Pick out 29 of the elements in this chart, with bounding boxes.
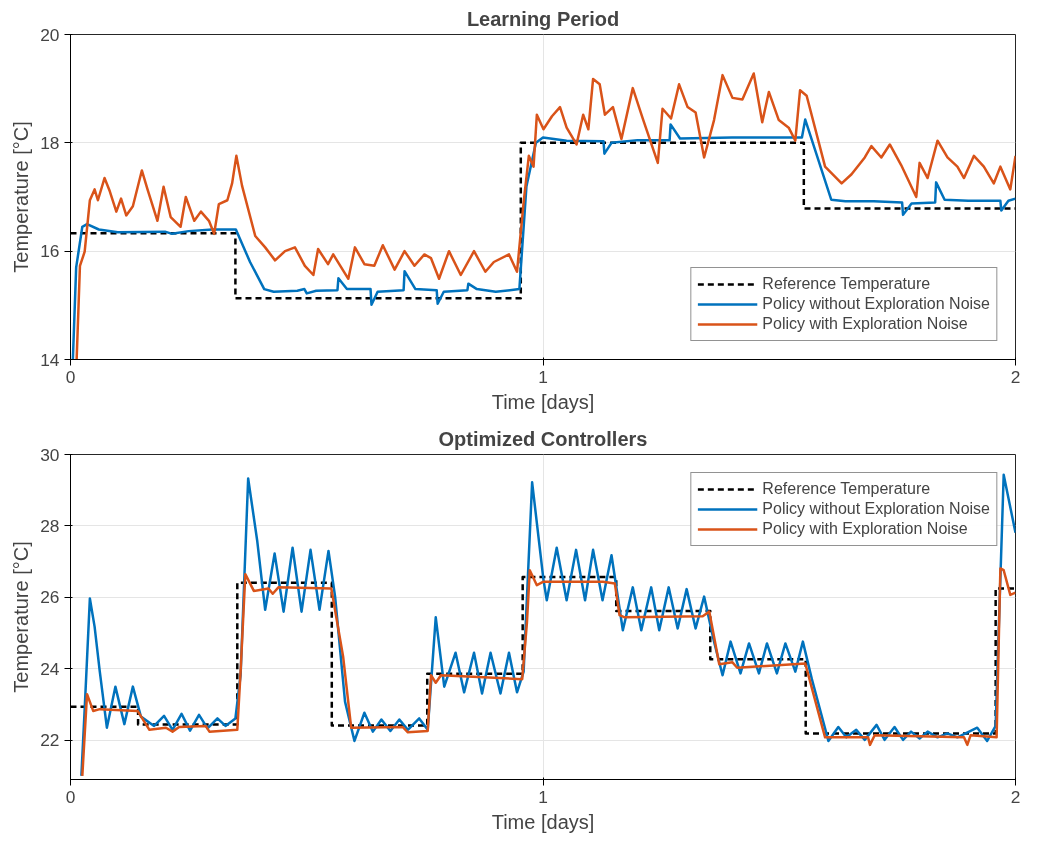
y-tick-label: 16 bbox=[40, 241, 60, 262]
y-tick-label: 14 bbox=[40, 349, 60, 370]
x-tick-label: 1 bbox=[538, 786, 548, 807]
legend-label: Reference Temperature bbox=[762, 275, 931, 293]
x-axis-title: Time [days] bbox=[491, 810, 595, 833]
chart-title: Learning Period bbox=[466, 7, 620, 30]
legend-label: Policy with Exploration Noise bbox=[762, 520, 968, 538]
x-tick-label: 0 bbox=[65, 366, 76, 387]
y-tick-label: 20 bbox=[40, 24, 60, 45]
x-axis-title: Time [days] bbox=[491, 390, 595, 413]
y-tick-label: 22 bbox=[40, 730, 60, 751]
y-axis-title: Temperature [°C] bbox=[10, 121, 33, 273]
y-tick-label: 24 bbox=[40, 658, 60, 679]
legend-label: Policy without Exploration Noise bbox=[762, 500, 990, 518]
x-tick-label: 0 bbox=[65, 786, 76, 807]
line-series bbox=[75, 72, 1016, 360]
line-series bbox=[81, 567, 1016, 778]
x-tick-label: 2 bbox=[1010, 786, 1021, 807]
y-tick-label: 18 bbox=[40, 132, 60, 153]
y-tick-label: 26 bbox=[40, 587, 60, 608]
y-axis-title: Temperature [°C] bbox=[10, 541, 33, 693]
x-tick-label: 1 bbox=[538, 366, 548, 387]
x-tick-label: 2 bbox=[1010, 366, 1021, 387]
y-tick-label: 28 bbox=[40, 515, 60, 536]
chart-title: Optimized Controllers bbox=[438, 427, 648, 450]
legend-label: Policy without Exploration Noise bbox=[762, 295, 990, 313]
y-tick-label: 30 bbox=[40, 444, 60, 465]
legend-label: Policy with Exploration Noise bbox=[762, 315, 968, 333]
legend-label: Reference Temperature bbox=[762, 480, 931, 498]
